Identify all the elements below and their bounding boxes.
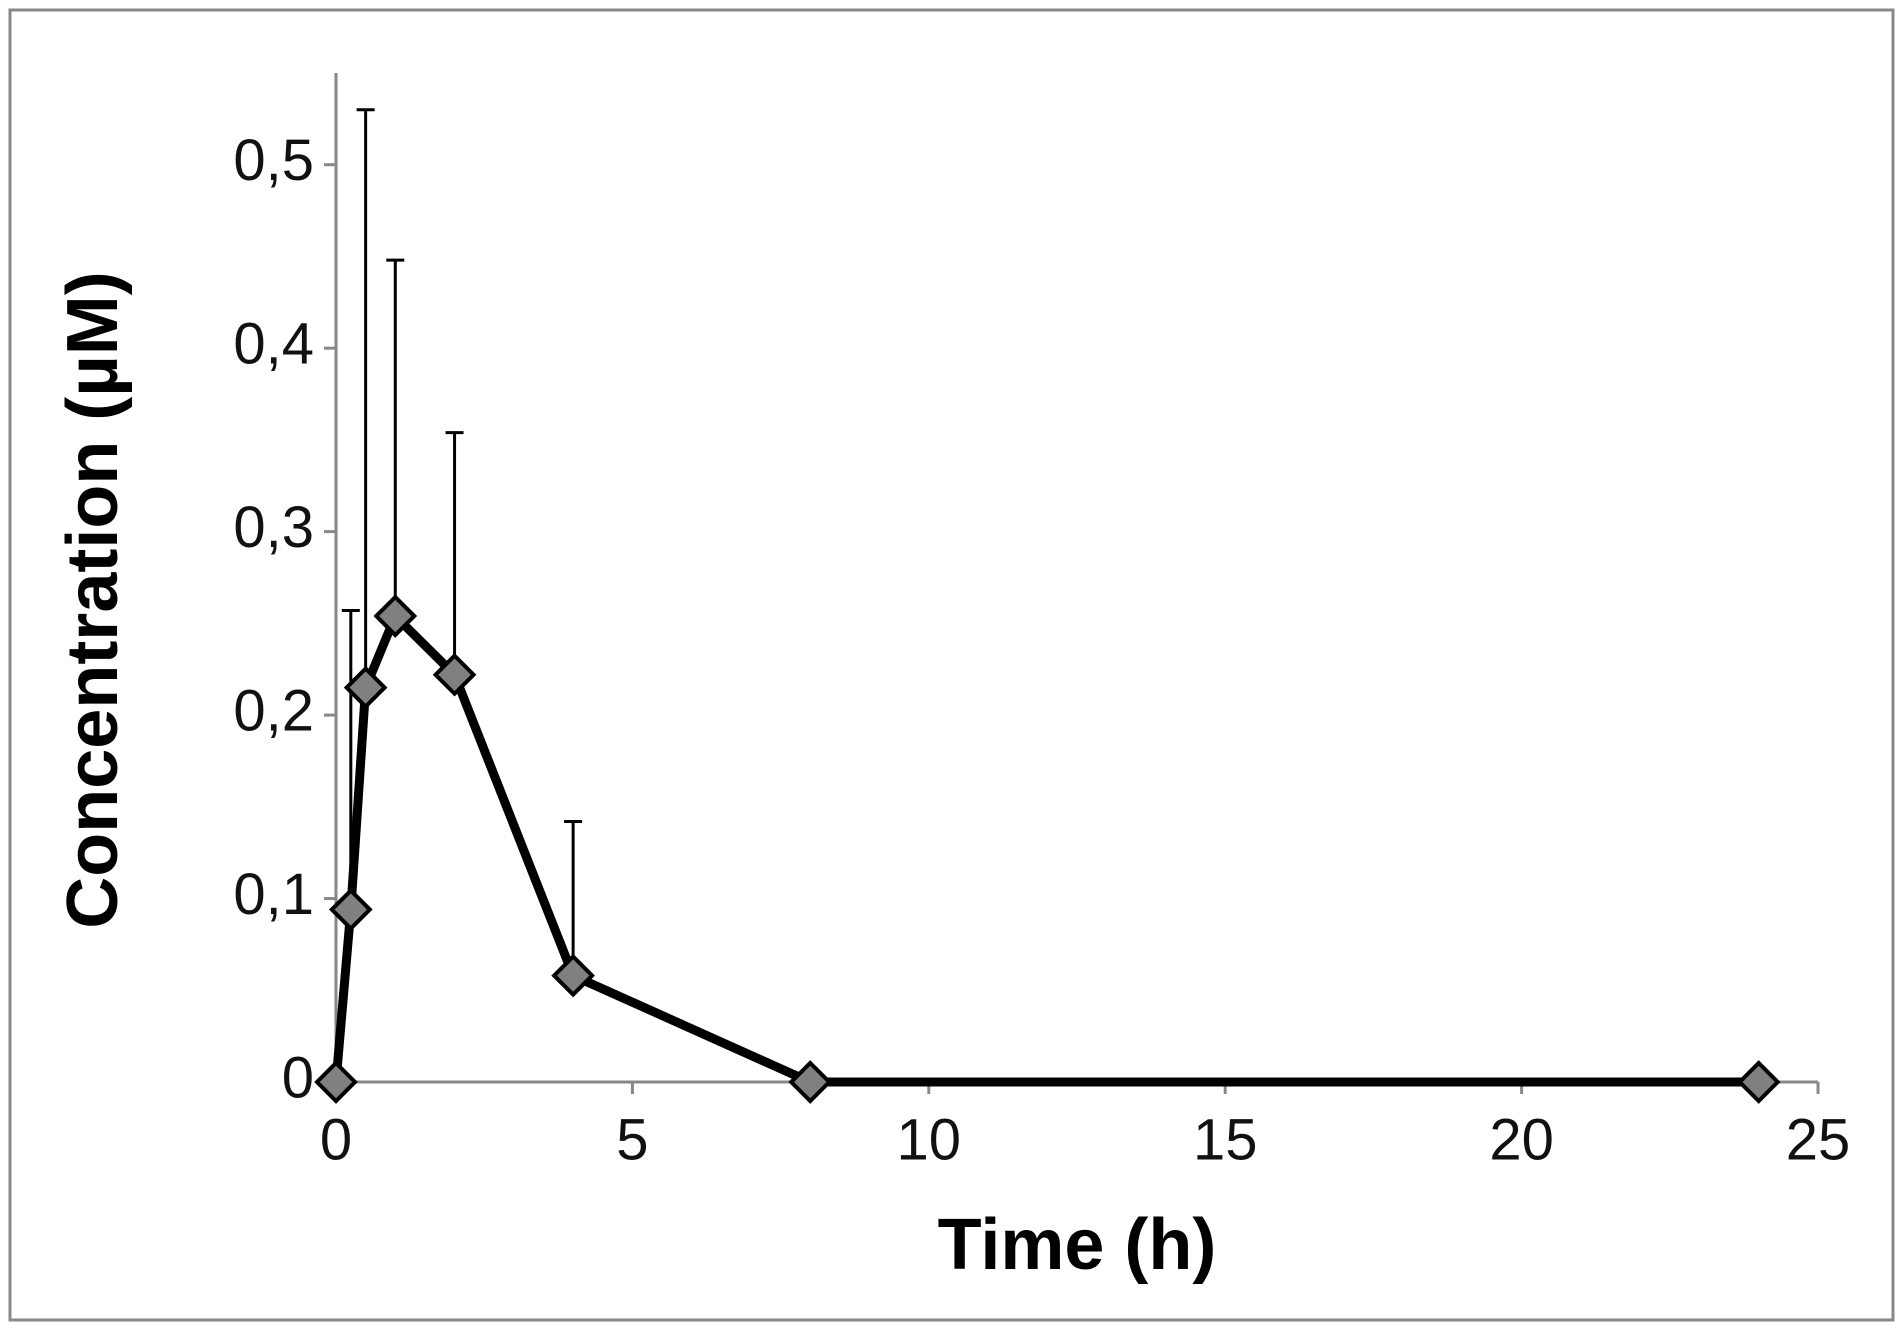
x-tick-label: 15	[1193, 1107, 1258, 1172]
data-point	[1736, 1060, 1781, 1104]
x-tick-label: 10	[897, 1107, 962, 1172]
y-tick-label: 0,3	[233, 495, 314, 560]
x-tick-label: 0	[320, 1107, 352, 1172]
x-tick-label: 25	[1786, 1107, 1851, 1172]
data-line	[331, 611, 1759, 1087]
data-point	[432, 652, 477, 697]
data-point	[314, 1060, 358, 1104]
data-point	[328, 887, 373, 932]
y-tick-label: 0,2	[233, 678, 314, 743]
data-point	[551, 953, 595, 998]
data-point	[373, 594, 418, 638]
y-tick-label: 0,5	[233, 128, 314, 193]
data-point	[343, 665, 388, 710]
x-axis-title: Time (h)	[938, 1205, 1217, 1285]
error-bar	[386, 258, 405, 617]
x-tick-label: 20	[1489, 1107, 1554, 1172]
error-bar	[564, 819, 583, 976]
y-axis-title: Concentration (µM)	[53, 271, 133, 928]
y-tick-label: 0,4	[233, 312, 314, 377]
error-bar	[445, 431, 464, 675]
y-tick-label: 0	[282, 1045, 314, 1110]
error-bar	[356, 108, 375, 688]
data-point	[788, 1060, 833, 1104]
chart-border	[8, 8, 1895, 1322]
y-tick-label: 0,1	[233, 862, 314, 927]
x-tick-label: 5	[616, 1107, 648, 1172]
